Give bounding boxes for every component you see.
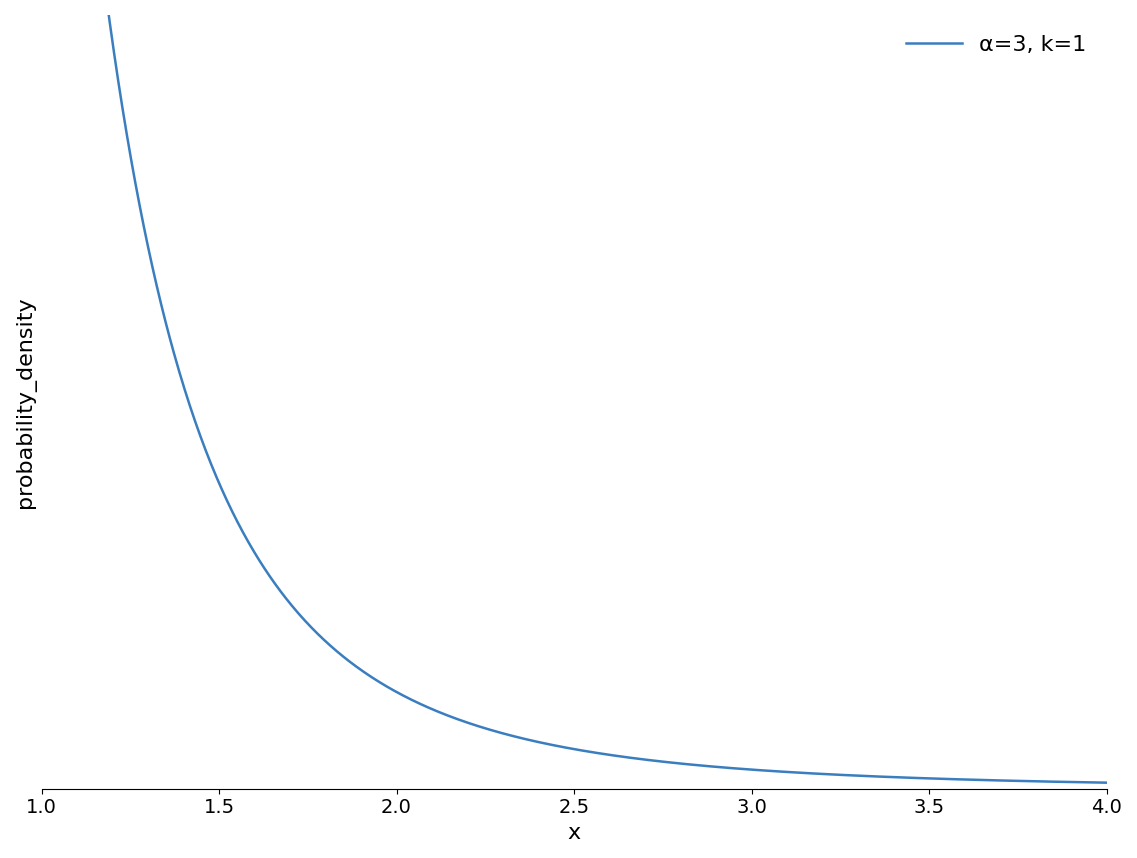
Line: α=3, k=1: α=3, k=1: [42, 0, 1106, 782]
Legend: α=3, k=1: α=3, k=1: [897, 26, 1095, 63]
α=3, k=1: [143, 252, 157, 263]
α=3, k=1: [885, 772, 898, 782]
α=3, k=1: [504, 730, 517, 740]
α=3, k=1: [766, 766, 780, 776]
X-axis label: x: x: [567, 823, 581, 843]
α=3, k=1: [865, 771, 879, 782]
α=3, k=1: [465, 719, 479, 729]
α=3, k=1: [1099, 777, 1113, 788]
Y-axis label: probability_density: probability_density: [15, 296, 36, 508]
